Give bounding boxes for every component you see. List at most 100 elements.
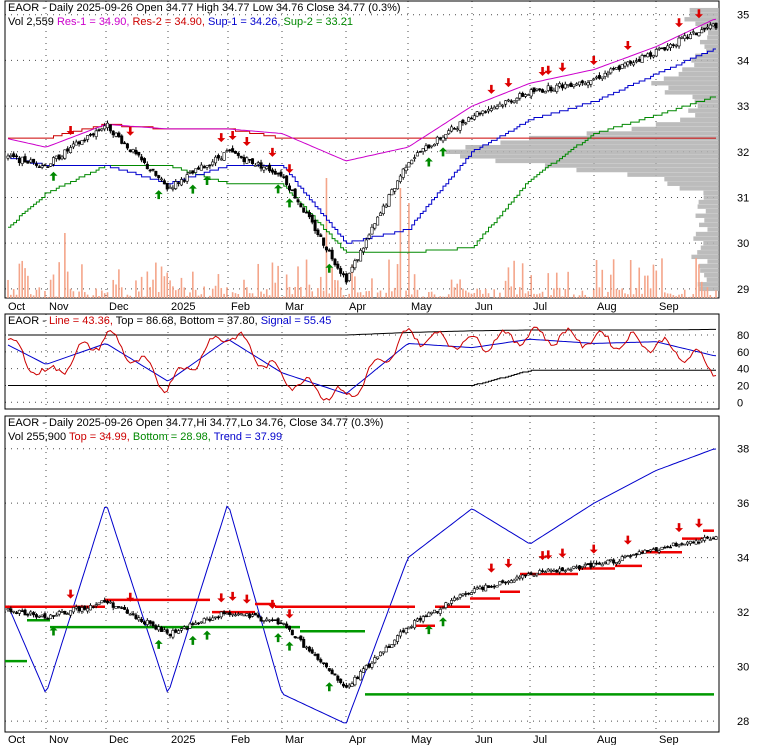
candle-body — [273, 170, 277, 175]
volume-bar — [66, 271, 69, 298]
candle-body — [663, 47, 667, 51]
volume-bar — [64, 233, 66, 298]
candle-body — [424, 145, 428, 151]
candle-body — [233, 614, 237, 617]
candle-body — [504, 581, 508, 584]
profile-bar — [695, 53, 719, 59]
candle-body — [478, 112, 482, 115]
volume-bar — [533, 293, 535, 298]
x-tick-label: Feb — [231, 301, 250, 313]
volume-bar — [163, 276, 166, 298]
candle-body — [225, 612, 229, 615]
candle-body — [142, 621, 146, 625]
candle-body — [560, 84, 564, 89]
candle-body — [427, 612, 431, 617]
volume-bar — [524, 293, 527, 298]
candle-body — [404, 166, 408, 172]
candle-body — [649, 549, 653, 552]
candle-body — [711, 537, 715, 540]
candle-body — [202, 166, 206, 169]
x-tick-label: May — [411, 301, 432, 313]
candle-body — [640, 55, 644, 63]
volume-bar — [536, 294, 538, 298]
candle-body — [197, 167, 201, 170]
volume-bar — [311, 291, 314, 298]
volume-bar — [155, 262, 157, 298]
candle-body — [307, 646, 311, 652]
volume-bar — [263, 293, 265, 298]
candle-body — [131, 149, 135, 153]
candle-body — [674, 543, 678, 547]
candle-body — [336, 675, 340, 681]
candle-body — [83, 605, 87, 610]
candle-body — [444, 133, 448, 139]
volume-bar — [32, 295, 35, 298]
candle-body — [489, 108, 493, 111]
volume-bar — [29, 294, 32, 298]
candle-body — [600, 563, 604, 567]
candle-body — [378, 651, 382, 657]
candle-body — [276, 618, 280, 625]
candle-body — [54, 155, 58, 159]
candle-body — [475, 587, 479, 590]
sell-arrow — [538, 551, 547, 561]
candle-body — [450, 600, 454, 604]
candle-body — [506, 580, 510, 583]
volume-bar — [174, 290, 177, 298]
candle-body — [182, 626, 186, 629]
candle-body — [677, 544, 681, 547]
candle-body — [569, 83, 573, 87]
volume-bar — [672, 295, 675, 298]
volume-bar — [519, 287, 521, 298]
candle-body — [447, 603, 451, 606]
candle-body — [430, 611, 434, 614]
candle-body — [509, 100, 513, 103]
volume-bar — [473, 292, 476, 298]
candle-body — [666, 546, 670, 548]
candle-body — [202, 618, 206, 624]
candle-body — [194, 622, 198, 625]
profile-bar — [698, 199, 719, 205]
profile-bar — [692, 94, 719, 100]
oscillator-panel-frame — [4, 313, 720, 410]
candle-body — [114, 606, 118, 609]
volume-bar — [450, 279, 453, 298]
volume-bar — [678, 294, 680, 298]
candle-body — [128, 149, 132, 152]
candle-body — [165, 629, 169, 634]
x-tick-label: Mar — [285, 301, 304, 313]
candle-body — [211, 161, 215, 166]
trend-title: EAOR - Daily 2025-09-26 Open 34.77,Hi 34… — [8, 417, 383, 429]
candle-body — [674, 44, 678, 47]
volume-bar — [24, 268, 26, 298]
x-tick-label: Feb — [231, 734, 250, 745]
candle-body — [168, 186, 172, 189]
volume-bar — [140, 276, 143, 298]
candle-body — [63, 611, 67, 615]
volume-bar — [550, 295, 552, 298]
candle-body — [359, 249, 363, 262]
volume-bar — [302, 296, 305, 298]
volume-bar — [385, 292, 387, 298]
candle-body — [222, 611, 226, 615]
volume-bar — [598, 287, 601, 298]
candle-body — [711, 23, 715, 27]
candle-body — [597, 75, 601, 79]
candle-body — [342, 683, 346, 687]
volume-bar — [220, 288, 223, 298]
candle-body — [393, 639, 397, 645]
candle-body — [535, 88, 539, 91]
candle-body — [643, 549, 647, 554]
sell-arrow — [487, 84, 496, 94]
volume-bar — [564, 289, 567, 298]
profile-bar — [544, 163, 719, 168]
candle-body — [307, 212, 311, 218]
profile-bar — [704, 218, 719, 223]
volume-bar — [280, 296, 282, 298]
candle-body — [327, 668, 331, 671]
profile-bar — [691, 254, 719, 260]
buy-arrow — [203, 175, 212, 185]
candle-body — [179, 628, 183, 631]
candle-body — [199, 164, 203, 171]
